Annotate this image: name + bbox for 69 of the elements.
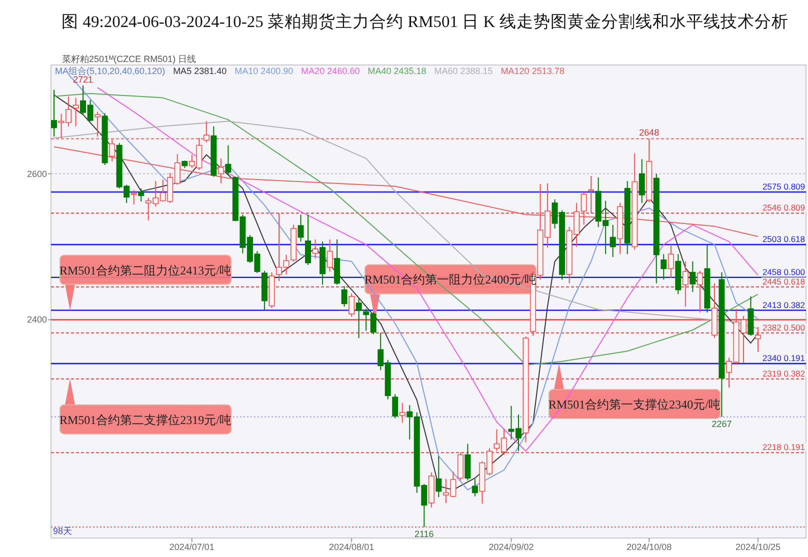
candlestick xyxy=(399,402,406,424)
x-tick-label: 2024/10/08 xyxy=(626,542,672,552)
annotation: RM501合约第二阻力位2413元/吨 xyxy=(59,263,232,278)
text: MA20 2460.60 xyxy=(301,66,360,76)
line-series xyxy=(54,146,758,237)
ref-line-label: 2458 0.500 xyxy=(762,266,806,277)
chart-subtitle: 菜籽粕2501ᴹ(CZCE RM501) 日线 xyxy=(62,54,196,64)
annotation: 2116 xyxy=(414,529,434,540)
annotation: 2267 xyxy=(712,418,732,429)
candlestick xyxy=(464,443,471,481)
legend-title: MA组合(5,10,20,40,60,120) xyxy=(55,66,166,76)
candlestick xyxy=(109,138,116,162)
annotation: 98天 xyxy=(53,526,72,536)
candlestick xyxy=(755,326,761,352)
ref-line-label: 2503 0.618 xyxy=(762,234,806,244)
candlestick xyxy=(130,189,137,205)
x-tick-label: 2024/07/01 xyxy=(169,542,214,552)
text: MA120 2513.78 xyxy=(500,66,564,76)
candlestick xyxy=(638,158,645,204)
annotation: 2721 xyxy=(73,74,94,84)
x-tick-label: 2024/08/01 xyxy=(329,542,374,552)
candlestick xyxy=(298,214,304,242)
candlestick xyxy=(218,158,224,184)
candlestick xyxy=(660,254,667,280)
ref-line-label: 2413 0.382 xyxy=(762,300,806,310)
text: MA60 2388.15 xyxy=(434,66,493,76)
candlestick xyxy=(305,214,312,266)
candlestick xyxy=(72,97,79,127)
candlestick xyxy=(326,238,333,272)
ref-line-label: 2546 0.809 xyxy=(762,202,806,213)
line-series xyxy=(54,120,758,329)
ref-line-label: 2575 0.809 xyxy=(762,182,806,192)
candlestick xyxy=(682,260,688,308)
candlestick xyxy=(457,452,464,481)
candlestick xyxy=(356,297,362,338)
candlestick xyxy=(51,89,57,138)
ref-line-label: 2340 0.191 xyxy=(762,353,806,364)
candlestick xyxy=(341,286,348,308)
candlestick xyxy=(203,120,210,143)
ref-line-label: 2445 0.618 xyxy=(762,276,806,286)
candlestick xyxy=(138,188,144,202)
candlestick xyxy=(580,192,587,226)
candlestick xyxy=(392,394,398,419)
candlestick xyxy=(610,224,616,258)
x-tick-label: 2024/09/02 xyxy=(488,542,534,552)
line-series xyxy=(97,87,758,452)
ref-line-label: 2382 0.500 xyxy=(762,322,806,332)
line-series xyxy=(54,93,758,366)
annotation: RM501合约第二支撑位2319元/吨 xyxy=(59,412,232,427)
y-tick-label: 2400 xyxy=(26,314,47,325)
text: MA5 2381.40 xyxy=(173,66,227,76)
candlestick xyxy=(696,270,703,313)
candlestick xyxy=(348,292,355,318)
ref-line-label: 2319 0.382 xyxy=(762,368,806,378)
candlestick xyxy=(94,111,101,138)
ref-line-label: 2218 0.191 xyxy=(762,442,806,452)
candlestick xyxy=(668,244,674,279)
candlestick xyxy=(472,478,478,497)
text: MA10 2400.90 xyxy=(234,66,294,76)
candlestick xyxy=(690,260,696,293)
annotation: RM501合约第一支撑位2340元/吨 xyxy=(548,398,721,412)
x-tick-label: 2024/10/25 xyxy=(735,542,781,552)
annotation: 2648 xyxy=(639,128,660,138)
candlestick xyxy=(225,144,232,175)
candlestick xyxy=(312,238,318,259)
chart-title: 图 49:2024-06-03-2024-10-25 菜粕期货主力合约 RM501 日 K 线走势图黄金分割线和水平线技术分析 xyxy=(62,12,788,31)
text: MA40 2435.18 xyxy=(368,66,426,76)
candlestick xyxy=(436,456,442,498)
y-tick-label: 2600 xyxy=(26,168,47,179)
